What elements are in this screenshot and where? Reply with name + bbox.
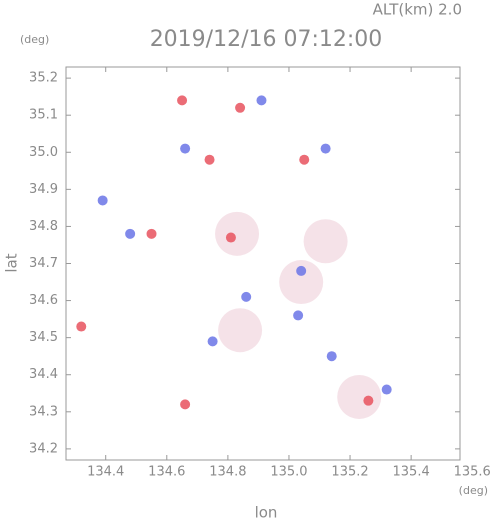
chart-title: 2019/12/16 07:12:00 — [150, 27, 383, 52]
echo-patch — [337, 374, 382, 419]
subtitle: ALT(km) 2.0 — [373, 1, 462, 19]
echo-patch — [296, 265, 307, 276]
x-axis-label: lon — [255, 504, 278, 521]
echo-patch — [180, 143, 191, 154]
echo-patch — [180, 399, 191, 410]
echo-patch — [225, 232, 236, 243]
y-tick-label: 35.0 — [29, 145, 58, 160]
x-tick-label: 134.4 — [87, 465, 124, 480]
y-tick-label: 34.5 — [29, 330, 58, 345]
echo-patch — [256, 95, 267, 106]
x-tick-label: 135.2 — [331, 465, 368, 480]
echo-patch — [241, 291, 252, 302]
echo-patch — [303, 219, 348, 264]
echo-patch — [299, 154, 310, 165]
x-tick-label: 135.4 — [393, 465, 430, 480]
x-tick-label: 134.6 — [148, 465, 185, 480]
y-tick-label: 34.3 — [29, 404, 58, 419]
y-tick-label: 34.7 — [29, 256, 58, 271]
echo-patch — [293, 310, 304, 321]
x-tick-label: 135.0 — [270, 465, 307, 480]
echo-patch — [320, 143, 331, 154]
echo-patch — [215, 211, 260, 256]
echo-patch — [326, 351, 337, 362]
y-tick-label: 34.4 — [29, 367, 58, 382]
y-tick-label: 35.2 — [29, 71, 58, 86]
y-unit: (deg) — [20, 33, 49, 46]
x-tick-label: 134.8 — [209, 465, 246, 480]
y-tick-label: 34.9 — [29, 182, 58, 197]
echo-patch — [207, 336, 218, 347]
echo-patch — [177, 95, 188, 106]
echo-patch — [279, 260, 324, 305]
echo-patch — [125, 228, 136, 239]
y-axis-label: lat — [3, 253, 21, 272]
echo-patch — [363, 395, 374, 406]
y-tick-label: 34.8 — [29, 219, 58, 234]
echo-patch — [146, 228, 157, 239]
echo-patch — [381, 384, 392, 395]
y-tick-label: 35.1 — [29, 108, 58, 123]
echo-patch — [204, 154, 215, 165]
echo-patch — [97, 195, 108, 206]
x-unit: (deg) — [459, 484, 488, 497]
echo-patch — [235, 102, 246, 113]
echo-patch — [76, 321, 87, 332]
plot-frame — [65, 66, 461, 461]
y-tick-label: 34.2 — [29, 441, 58, 456]
y-tick-label: 34.6 — [29, 293, 58, 308]
echo-patch — [218, 308, 263, 353]
x-tick-label: 135.6 — [454, 465, 491, 480]
